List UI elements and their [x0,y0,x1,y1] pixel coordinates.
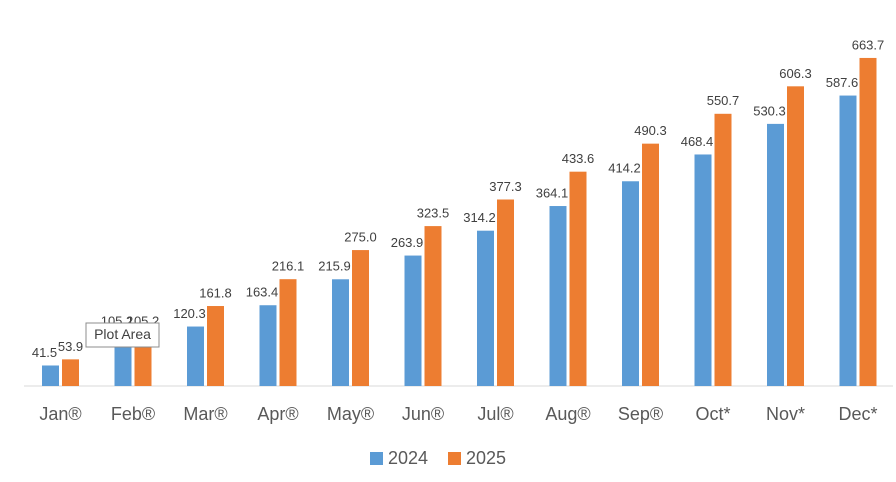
bar [642,143,659,386]
bar [839,95,857,387]
bar [549,206,567,386]
data-label: 377.3 [489,179,522,194]
data-label: 414.2 [608,161,641,176]
x-tick-label: Apr® [257,404,298,424]
bar [859,57,877,387]
data-label: 468.4 [681,134,714,149]
bar [424,226,442,386]
tooltip: Plot Area [94,326,151,342]
data-label: 606.3 [779,66,812,81]
bar [332,279,349,386]
x-tick-label: Jun® [402,404,444,424]
legend-label: 2024 [388,448,428,468]
data-label: 41.5 [32,345,57,360]
bar [404,255,422,386]
bar [767,123,784,387]
data-label: 120.3 [173,306,206,321]
data-label: 530.3 [753,103,786,118]
data-label: 314.2 [463,210,496,225]
data-label: 163.4 [246,285,279,300]
tooltip-box [85,322,160,348]
x-tick-label: Sep® [618,404,663,424]
x-tick-label: May® [327,404,374,424]
bar [42,365,59,386]
bar [787,86,804,386]
x-tick-label: Aug® [545,404,590,424]
data-label: 550.7 [707,93,740,108]
bar [569,171,587,386]
bar [279,279,297,386]
data-label: 263.9 [391,235,424,250]
bar [497,199,514,386]
bar [477,230,494,386]
bar [352,250,369,386]
x-tick-label: Nov* [766,404,805,424]
bar [62,359,79,386]
data-label: 364.1 [536,185,569,200]
x-tick-label: Jan® [39,404,81,424]
data-label: 490.3 [634,123,667,138]
data-label: 275.0 [344,230,377,245]
bar [259,305,277,386]
data-label: 215.9 [318,259,351,274]
data-label: 216.1 [272,259,305,274]
bar [207,306,224,386]
x-tick-label: Feb® [111,404,155,424]
bar [694,154,712,386]
data-label: 161.8 [199,285,232,300]
data-label: 53.9 [58,339,83,354]
legend-label: 2025 [466,448,506,468]
x-tick-label: Oct* [695,404,730,424]
x-tick-label: Dec* [838,404,877,424]
data-label: 663.7 [852,37,885,52]
bar [187,326,204,386]
bar [622,181,639,386]
legend-swatch [448,452,461,465]
data-label: 587.6 [826,75,859,90]
x-tick-label: Mar® [183,404,227,424]
data-label: 433.6 [562,151,595,166]
x-tick-label: Jul® [477,404,513,424]
data-label: 323.5 [417,206,450,221]
bar [714,113,732,386]
legend-swatch [370,452,383,465]
